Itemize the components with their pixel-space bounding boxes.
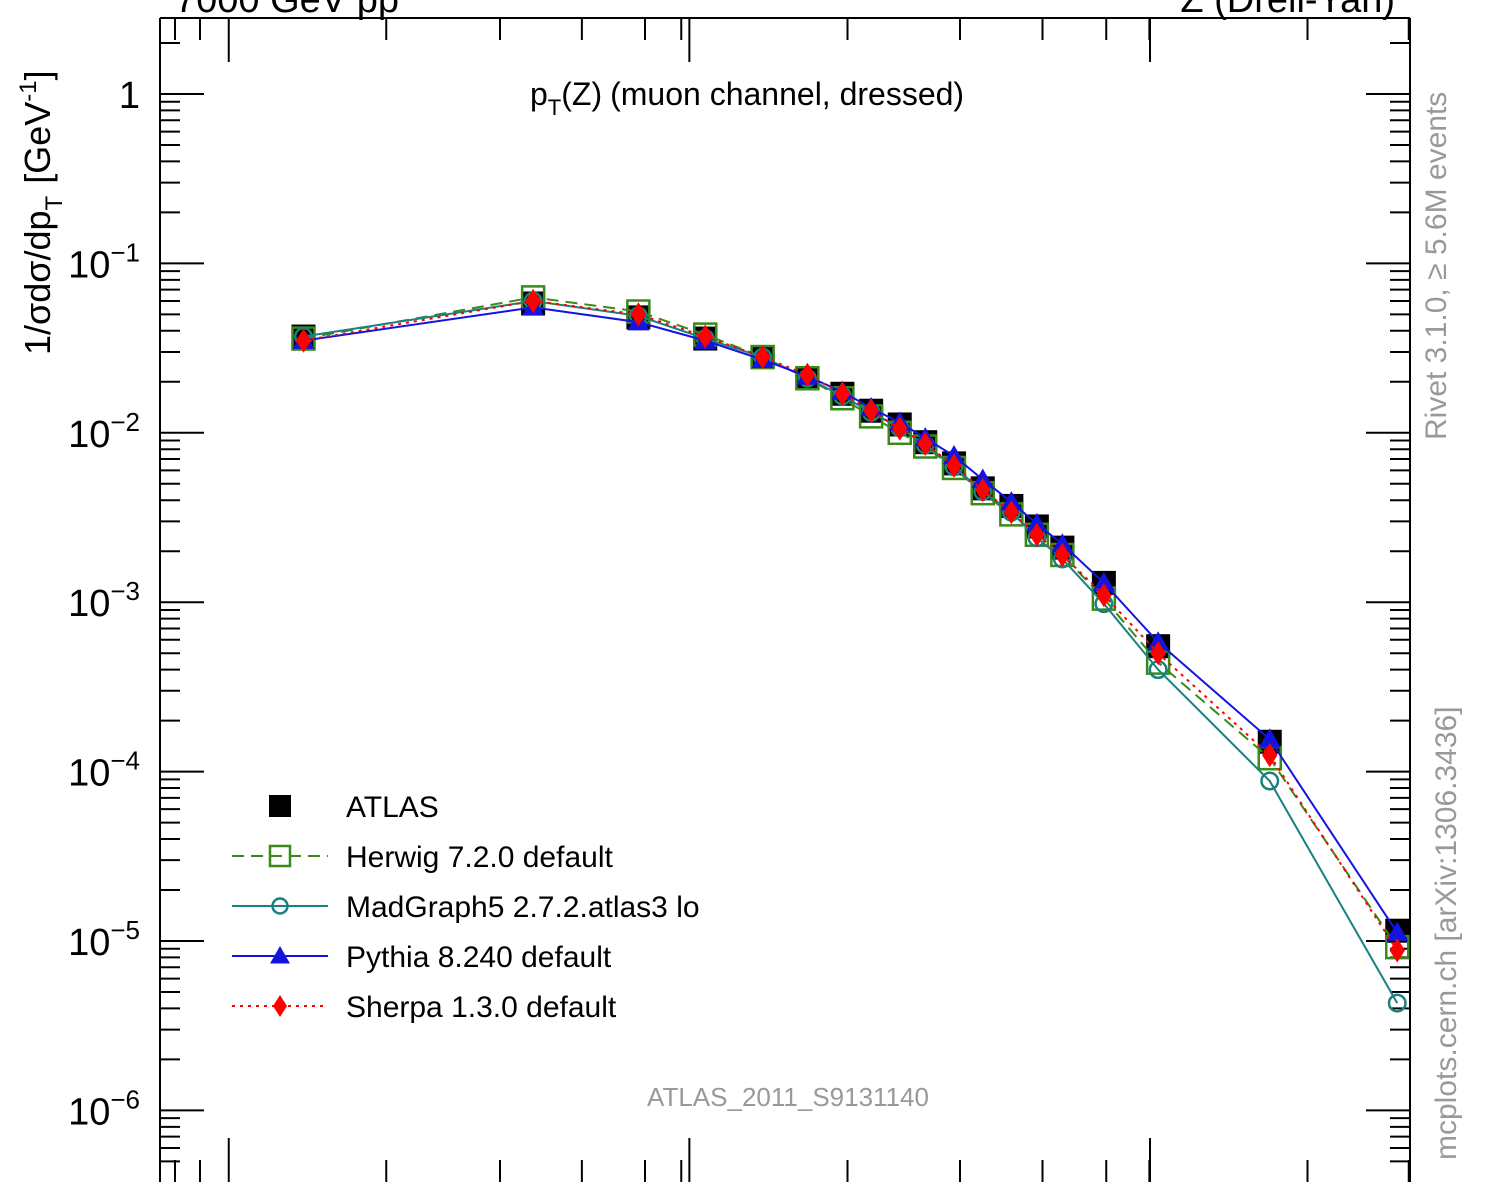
axis-ticks — [160, 18, 1410, 1182]
sherpa-marker — [1150, 641, 1166, 666]
title-paren: (Z) — [561, 76, 602, 112]
y-tick-base: 10 — [68, 753, 110, 795]
chart-title: pT(Z) (muon channel, dressed) — [530, 76, 964, 120]
legend-label: Pythia 8.240 default — [346, 941, 612, 974]
y-tick-exponent: −2 — [110, 407, 140, 437]
pythia-marker — [1258, 728, 1281, 748]
ylabel-unit-open: [GeV — [17, 102, 58, 184]
y-tick-exponent: −1 — [110, 237, 140, 267]
data-series — [291, 285, 1410, 1013]
y-tick-label: 10−5 — [68, 915, 140, 964]
analysis-annotation: ATLAS_2011_S9131140 — [647, 1082, 929, 1112]
herwig-marker-box — [268, 844, 292, 868]
sherpa-marker — [1389, 938, 1405, 963]
y-tick-label: 10−1 — [68, 237, 140, 286]
sherpa-marker — [892, 416, 908, 441]
sherpa-marker — [1262, 743, 1278, 768]
y-tick-label: 1 — [119, 75, 140, 117]
y-tick-exponent: −3 — [110, 576, 140, 606]
sherpa-marker — [697, 324, 713, 349]
sherpa-marker — [834, 381, 851, 406]
title-sub: T — [548, 95, 561, 120]
pythia-marker — [1051, 533, 1074, 553]
y-tick-exponent: −4 — [110, 746, 140, 776]
y-axis-label: 1/σdσ/dpT [GeV-1] — [15, 70, 68, 355]
y-tick-labels: 110−110−210−310−410−510−6 — [68, 75, 140, 1133]
legend: ATLAS Herwig 7.2.0 default MadGraph5 2.7.2… — [232, 791, 700, 1024]
y-tick-base: 10 — [68, 1091, 110, 1133]
ylabel-unit-sup: -1 — [15, 80, 42, 101]
header-left: 7000 GeV pp — [175, 0, 399, 21]
sherpa-marker — [754, 344, 771, 370]
madgraph-marker — [1387, 993, 1407, 1013]
y-tick-label: 10−4 — [68, 746, 140, 795]
sherpa-marker — [946, 453, 962, 478]
sherpa-marker — [1003, 500, 1020, 525]
title-text: (muon channel, dressed) — [610, 76, 964, 112]
madgraph-marker — [1260, 771, 1280, 791]
y-tick-base: 10 — [68, 244, 110, 286]
y-tick-label: 10−6 — [68, 1084, 140, 1133]
legend-label: MadGraph5 2.7.2.atlas3 lo — [346, 891, 700, 924]
legend-label: Sherpa 1.3.0 default — [346, 991, 617, 1024]
legend-entry-3: Pythia 8.240 default — [232, 941, 612, 974]
y-tick-exponent: −5 — [110, 915, 140, 945]
mcplots-label: mcplots.cern.ch [arXiv:1306.3436] — [1430, 706, 1463, 1160]
sherpa-marker — [975, 477, 991, 503]
ylabel-sub: T — [41, 195, 68, 210]
legend-entry-0: ATLAS — [269, 791, 439, 824]
pythia-marker — [1386, 921, 1409, 941]
sherpa-marker — [863, 398, 879, 423]
y-tick-label: 10−3 — [68, 576, 140, 625]
sherpa-marker — [630, 302, 647, 327]
sherpa-marker — [1054, 542, 1071, 568]
legend-entry-1: Herwig 7.2.0 default — [232, 841, 613, 874]
ylabel-main: 1/σdσ/dp — [17, 210, 58, 355]
sherpa-marker — [273, 995, 287, 1017]
header-right: Z (Drell-Yan) — [1180, 0, 1395, 21]
title-p: p — [530, 76, 548, 112]
atlas-data-marker — [269, 795, 291, 817]
legend-entry-2: MadGraph5 2.7.2.atlas3 lo — [232, 891, 700, 924]
series-4 — [295, 288, 1405, 963]
ylabel-unit-close: ] — [17, 70, 58, 80]
rivet-label: Rivet 3.1.0, ≥ 5.6M events — [1420, 92, 1453, 440]
pythia-marker — [1147, 631, 1170, 651]
y-tick-base: 10 — [68, 922, 110, 964]
pythia-marker — [1092, 571, 1115, 592]
pythia-marker — [270, 946, 290, 964]
herwig-marker — [268, 844, 292, 868]
sherpa-marker — [917, 431, 933, 456]
y-tick-label: 10−2 — [68, 407, 140, 456]
sherpa-marker — [1029, 522, 1045, 547]
sherpa-marker — [799, 362, 816, 387]
sherpa-marker — [525, 288, 541, 314]
y-tick-base: 10 — [68, 583, 110, 625]
y-tick-exponent: −6 — [110, 1084, 140, 1114]
pythia-marker — [1025, 512, 1048, 533]
sherpa-marker — [295, 328, 312, 353]
legend-entry-4: Sherpa 1.3.0 default — [232, 991, 617, 1024]
legend-label: ATLAS — [346, 791, 439, 824]
y-tick-base: 10 — [68, 414, 110, 456]
sherpa-marker — [1096, 583, 1112, 608]
madgraph-marker — [271, 897, 289, 915]
legend-label: Herwig 7.2.0 default — [346, 841, 613, 874]
